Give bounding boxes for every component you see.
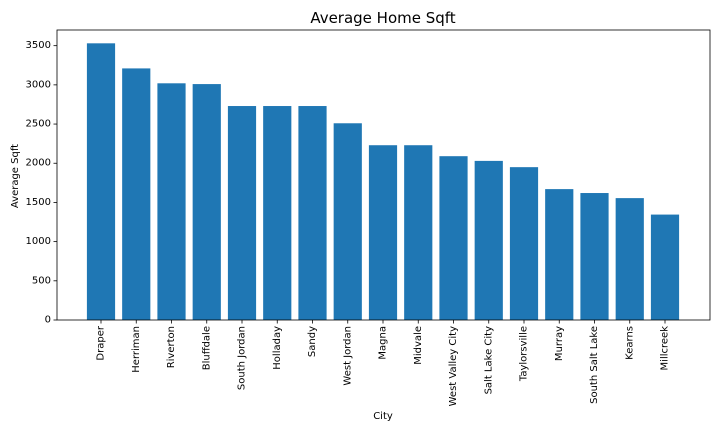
x-tick-label: Magna [378, 326, 389, 360]
bar [86, 43, 116, 320]
y-tick-label: 1500 [26, 197, 51, 208]
x-tick-label: Holladay [272, 326, 283, 370]
x-tick-label: Draper [96, 325, 107, 360]
bar [227, 106, 257, 320]
bar [122, 68, 151, 320]
y-tick-label: 3000 [26, 79, 51, 90]
bar [439, 156, 468, 320]
bar [192, 84, 221, 320]
x-tick-label: West Jordan [342, 326, 353, 386]
x-axis-label: City [373, 411, 393, 422]
y-tick-label: 2000 [26, 158, 51, 169]
x-tick-label: Riverton [166, 326, 177, 368]
x-tick-label: Murray [554, 326, 565, 361]
bar [580, 193, 609, 320]
bar [368, 145, 398, 320]
bar [404, 145, 433, 320]
bar [333, 123, 362, 321]
x-tick-label: South Salt Lake [589, 326, 600, 404]
x-tick-label: Midvale [413, 326, 424, 365]
y-tick-label: 500 [32, 275, 51, 286]
y-tick-label: 3500 [26, 40, 51, 51]
bars-group [86, 43, 680, 321]
x-axis-ticks: Draper Herriman Riverton Bluffdale South Jor… [96, 320, 671, 406]
chart-title: Average Home Sqft [310, 9, 455, 27]
x-tick-label: Herriman [131, 326, 142, 373]
bar [615, 198, 644, 320]
y-tick-label: 1000 [26, 236, 51, 247]
x-tick-label: Kearns [624, 326, 635, 360]
bar [474, 160, 503, 320]
bar [545, 189, 574, 320]
x-tick-label: Salt Lake City [483, 326, 494, 395]
y-tick-label: 2500 [26, 119, 51, 130]
y-tick-label: 0 [45, 315, 51, 326]
x-tick-label: West Valley City [448, 326, 459, 406]
x-tick-label: Bluffdale [201, 326, 212, 370]
x-tick-label: Taylorsville [519, 326, 530, 382]
bar [509, 167, 539, 320]
plot-area-frame [56, 29, 711, 321]
bar [298, 106, 327, 320]
x-tick-label: Sandy [307, 326, 318, 357]
y-axis-label: Average Sqft [10, 144, 21, 208]
y-axis-ticks: 0 500 1000 1500 2000 2500 3000 3500 [26, 40, 57, 326]
bar [263, 106, 292, 320]
x-tick-label: Millcreek [660, 326, 671, 371]
bar [157, 83, 186, 320]
x-tick-label: South Jordan [237, 326, 248, 390]
bar [650, 214, 680, 320]
